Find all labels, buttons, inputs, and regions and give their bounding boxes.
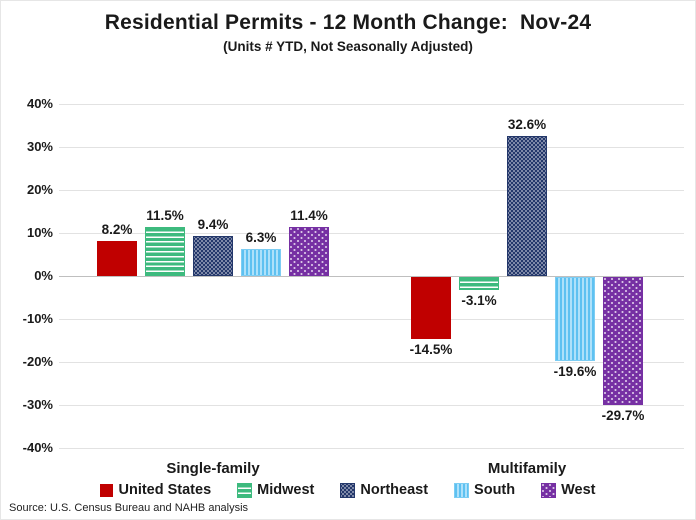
gridline-0 (59, 276, 684, 277)
bar-multifamily-south (555, 277, 595, 362)
chart-subtitle: (Units # YTD, Not Seasonally Adjusted) (223, 39, 473, 54)
category-label-single-family: Single-family (166, 460, 260, 477)
y-axis-tick-label: -40% (22, 440, 53, 455)
y-axis-tick-label: -30% (22, 397, 53, 412)
data-label-multifamily-south: -19.6% (553, 364, 597, 380)
gridline--40 (59, 448, 684, 449)
bar-multifamily-midwest (459, 277, 499, 291)
source-note: Source: U.S. Census Bureau and NAHB anal… (9, 502, 249, 514)
data-label-multifamily-northeast: 32.6% (507, 116, 547, 132)
gridline-30 (59, 147, 684, 148)
legend-label-west: West (561, 482, 596, 498)
chart-title: Residential Permits - 12 Month Change: N… (104, 11, 592, 34)
legend-item-west: West (541, 482, 596, 498)
bar-multifamily-northeast (507, 135, 547, 276)
bar-single-family-south (241, 248, 281, 276)
legend-item-south: South (454, 482, 515, 498)
data-label-multifamily-midwest: -3.1% (461, 293, 497, 309)
legend-label-northeast: Northeast (360, 482, 429, 498)
legend-item-midwest: Midwest (237, 482, 314, 498)
data-label-single-family-west: 11.4% (290, 207, 328, 223)
legend-swatch-south (454, 482, 470, 498)
gridline--10 (59, 319, 684, 320)
y-axis-tick-label: 0% (34, 268, 53, 283)
legend-swatch-midwest (237, 482, 253, 498)
gridline-20 (59, 190, 684, 191)
bar-single-family-west (289, 226, 329, 276)
legend-swatch-west (541, 482, 557, 498)
y-axis-tick-label: 30% (26, 139, 53, 154)
legend-swatch-northeast (340, 482, 356, 498)
y-axis-tick-label: 20% (26, 182, 53, 197)
data-label-single-family-northeast: 9.4% (197, 216, 229, 232)
legend-label-midwest: Midwest (257, 482, 315, 498)
legend-label-south: South (474, 482, 516, 498)
y-axis-tick-label: -20% (22, 354, 53, 369)
legend-swatch-united-states (100, 483, 114, 497)
bar-multifamily-west (603, 277, 643, 405)
data-label-multifamily-united-states: -14.5% (409, 342, 453, 358)
gridline--20 (59, 362, 684, 363)
data-label-single-family-united-states: 8.2% (101, 221, 133, 237)
legend-item-united-states: United States (100, 482, 211, 498)
legend-item-northeast: Northeast (340, 482, 428, 498)
y-axis-tick-label: -10% (22, 311, 53, 326)
data-label-single-family-south: 6.3% (245, 229, 277, 245)
bar-single-family-northeast (193, 235, 233, 276)
gridline-10 (59, 233, 684, 234)
y-axis-tick-label: 10% (26, 225, 53, 240)
data-label-multifamily-west: -29.7% (601, 407, 645, 423)
bar-multifamily-united-states (411, 277, 451, 340)
y-axis-tick-label: 40% (26, 96, 53, 111)
data-label-single-family-midwest: 11.5% (146, 207, 184, 223)
chart-legend: United States Midwest Northeast South West (1, 482, 695, 498)
gridline-40 (59, 104, 684, 105)
category-label-multifamily: Multifamily (487, 460, 567, 477)
legend-label-united-states: United States (118, 482, 212, 498)
gridline--30 (59, 405, 684, 406)
bar-single-family-united-states (97, 240, 137, 276)
bar-single-family-midwest (145, 226, 185, 276)
